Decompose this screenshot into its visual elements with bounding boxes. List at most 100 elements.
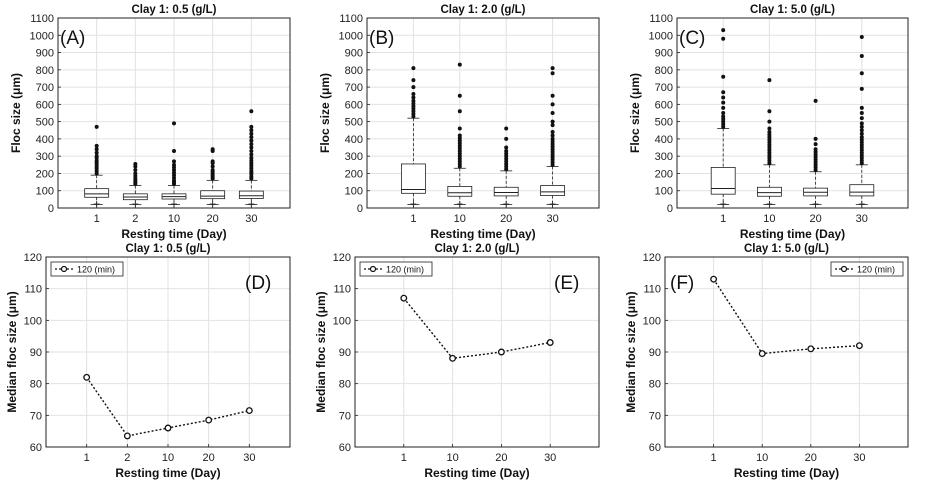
outlier-point: [133, 168, 138, 172]
y-tick-label: 1100: [649, 13, 673, 25]
x-axis-label: Resting time (Day): [121, 227, 226, 241]
x-tick-label: 20: [495, 452, 507, 464]
panel-title: Clay 1: 5.0 (g/L): [744, 243, 829, 255]
outlier-point: [249, 152, 254, 157]
outlier-point: [813, 147, 818, 152]
y-tick-label: 110: [643, 284, 661, 296]
x-tick-label: 1: [711, 452, 717, 464]
x-tick-label: 20: [207, 213, 219, 225]
y-tick-label: 100: [345, 186, 363, 198]
outlier-point: [94, 154, 99, 159]
outlier-point: [859, 121, 864, 126]
outlier-point: [504, 136, 509, 141]
outlier-point: [249, 138, 254, 143]
outlier-point: [767, 78, 772, 83]
y-tick-label: 900: [345, 48, 363, 60]
x-tick-label: 1: [410, 213, 416, 225]
outlier-point: [210, 159, 215, 164]
outlier-point: [550, 130, 555, 134]
outlier-point: [721, 100, 726, 105]
box-10: [757, 78, 782, 207]
outlier-point: [721, 28, 726, 33]
outlier-point: [249, 131, 254, 136]
panel-label: (D): [245, 273, 271, 294]
box: [400, 163, 426, 194]
data-point: [123, 432, 131, 440]
x-tick-label: 10: [162, 452, 174, 464]
y-tick-label: 110: [333, 284, 351, 296]
outlier-point: [249, 149, 254, 153]
outlier-point: [859, 105, 864, 110]
x-tick-label: 30: [546, 213, 558, 225]
box-20: [200, 147, 226, 207]
x-tick-label: 30: [544, 452, 556, 464]
legend-marker: [60, 265, 68, 273]
outlier-point: [550, 71, 555, 76]
plot-frame: [354, 256, 600, 448]
data-point: [449, 354, 457, 362]
outlier-point: [550, 136, 555, 141]
outlier-point: [859, 111, 864, 115]
x-axis-label: Resting time (Day): [424, 466, 529, 480]
x-tick-label: 10: [763, 213, 775, 225]
y-tick-label: 1100: [30, 13, 54, 25]
y-tick-label: 70: [339, 410, 351, 422]
x-tick-label: 1: [94, 213, 100, 225]
y-axis-label: Floc size (μm): [628, 73, 642, 153]
panel-title: Clay 1: 2.0 (g/L): [441, 4, 526, 16]
y-tick-label: 800: [345, 65, 363, 77]
outlier-point: [550, 93, 555, 98]
outlier-point: [411, 95, 416, 100]
outlier-point: [172, 121, 176, 126]
outlier-point: [457, 109, 462, 114]
box: [849, 184, 875, 197]
outlier-point: [859, 86, 864, 91]
outlier-point: [721, 74, 726, 79]
outlier-point: [859, 124, 864, 129]
panel-d: 60 70 80 90 100 110 120 1 2 10 20 30 Clay 1: 0.5 (g/…: [5, 243, 291, 480]
box-10: [447, 62, 473, 207]
outlier-point: [721, 111, 726, 115]
box-30: [238, 109, 264, 207]
y-tick-label: 1100: [339, 13, 363, 25]
y-tick-label: 120: [643, 252, 661, 264]
outlier-point: [457, 133, 462, 138]
data-point: [758, 350, 766, 358]
x-tick-label: 30: [856, 213, 868, 225]
x-tick-label: 2: [132, 213, 138, 225]
x-tick-label: 30: [853, 452, 865, 464]
y-tick-label: 700: [36, 82, 54, 94]
x-tick-label: 20: [809, 213, 821, 225]
legend-box: [830, 261, 904, 277]
outlier-point: [550, 102, 555, 107]
outlier-point: [457, 62, 462, 67]
outlier-point: [859, 135, 864, 140]
y-tick-label: 80: [339, 379, 351, 391]
panel-title: Clay 1: 0.5 (g/L): [132, 4, 217, 16]
y-tick-label: 60: [649, 442, 661, 454]
y-axis-label: Floc size (μm): [318, 73, 332, 153]
x-tick-label: 10: [168, 213, 180, 225]
outlier-point: [411, 78, 416, 83]
legend: 120 (min): [50, 261, 124, 277]
legend-box: [359, 261, 433, 277]
data-point: [83, 373, 91, 381]
outlier-point: [249, 155, 254, 160]
outlier-point: [411, 98, 416, 103]
box-1: [710, 28, 736, 207]
y-tick-label: 1000: [30, 30, 54, 42]
panel-title: Clay 1: 5.0 (g/L): [750, 4, 835, 16]
panel-label: (C): [679, 28, 705, 49]
legend-label: 120 (min): [857, 265, 895, 275]
outlier-point: [172, 159, 176, 164]
y-tick-label: 1000: [649, 30, 673, 42]
outlier-point: [133, 171, 138, 176]
legend-marker: [840, 265, 848, 273]
box-30: [540, 66, 565, 207]
x-tick-label: 1: [84, 452, 90, 464]
outlier-point: [721, 114, 726, 119]
panel-label: (A): [60, 28, 85, 49]
